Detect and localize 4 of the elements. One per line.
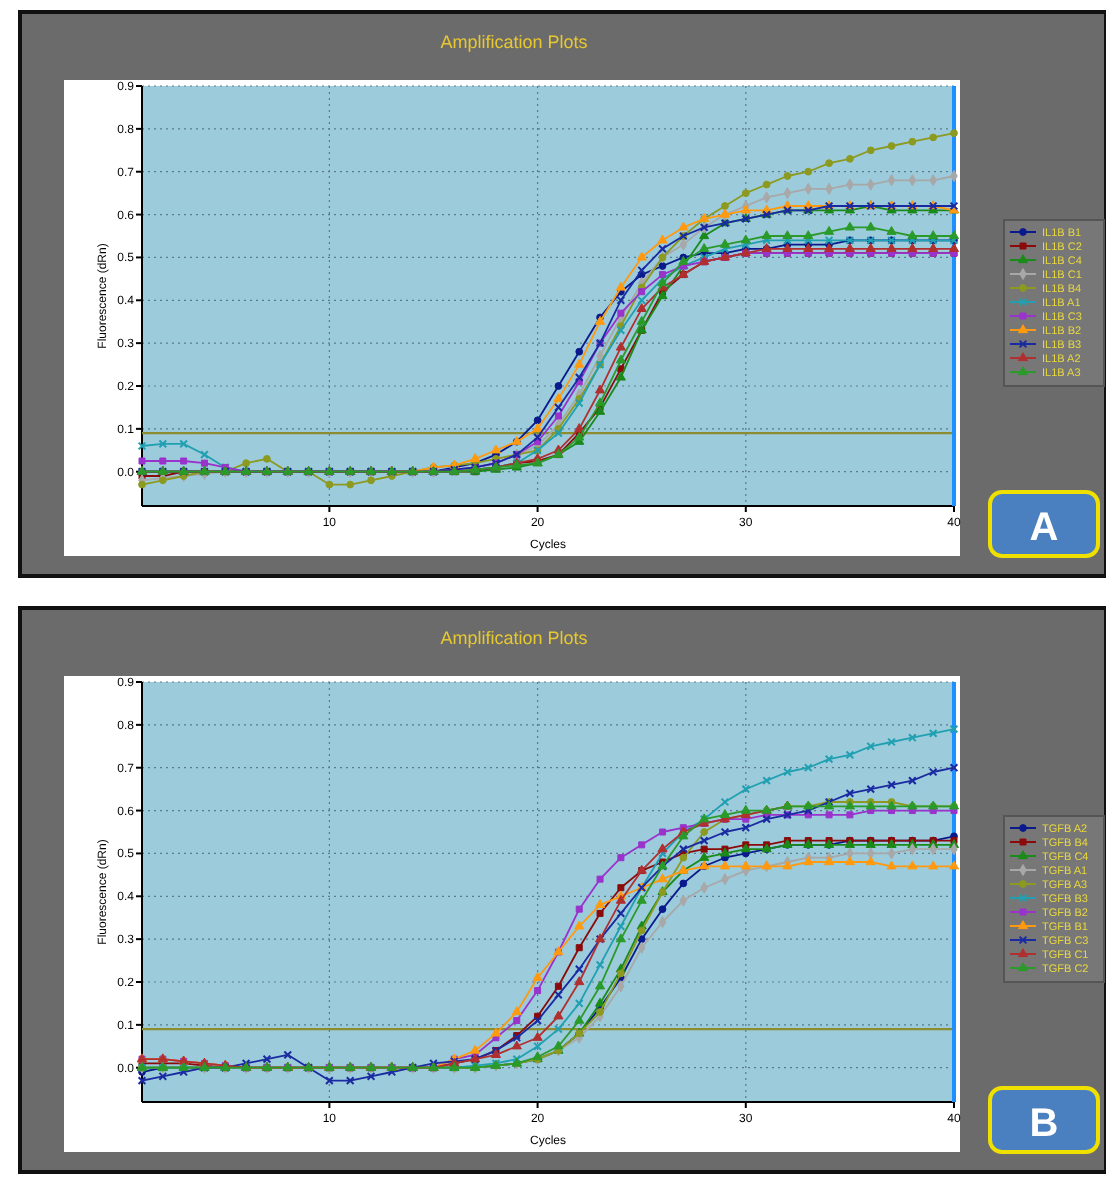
chart-title: Amplification Plots bbox=[440, 628, 589, 648]
chart-title: Amplification Plots bbox=[440, 32, 589, 52]
text: B bbox=[1029, 1102, 1059, 1146]
text: A bbox=[1029, 506, 1059, 550]
